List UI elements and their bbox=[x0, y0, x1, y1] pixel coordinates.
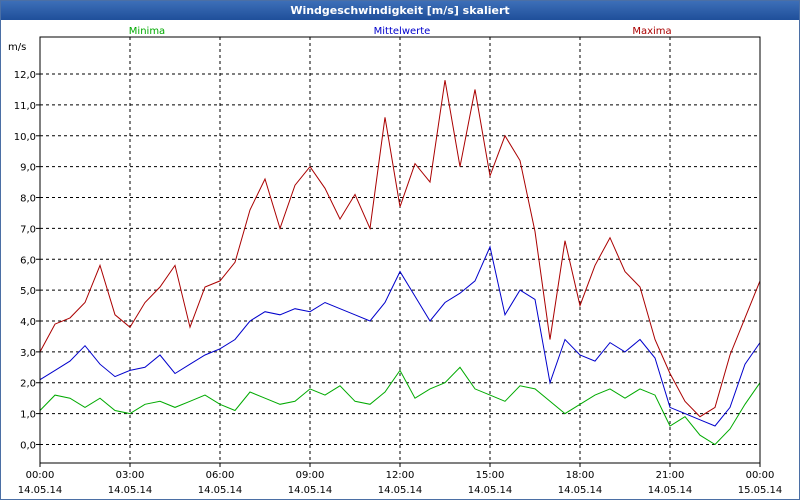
series-line-minima bbox=[39, 366, 761, 446]
y-tick-label: 9,0 bbox=[20, 163, 36, 174]
legend-minima: Minima bbox=[129, 26, 165, 37]
x-tick-date: 14.05.14 bbox=[288, 485, 333, 496]
x-tick-date: 14.05.14 bbox=[558, 485, 603, 496]
y-tick-label: 0,0 bbox=[20, 440, 36, 451]
y-axis-unit: m/s bbox=[8, 42, 26, 53]
y-tick-label: 4,0 bbox=[20, 317, 36, 328]
y-tick-label: 3,0 bbox=[20, 348, 36, 359]
x-tick-date: 14.05.14 bbox=[378, 485, 423, 496]
y-tick-label: 6,0 bbox=[20, 255, 36, 266]
x-tick-time: 06:00 bbox=[206, 470, 235, 481]
y-tick-label: 5,0 bbox=[20, 286, 36, 297]
y-tick-label: 8,0 bbox=[20, 194, 36, 205]
x-tick-time: 03:00 bbox=[116, 470, 145, 481]
series-line-maxima bbox=[39, 80, 761, 418]
series-lines bbox=[39, 80, 761, 446]
x-tick-date: 14.05.14 bbox=[468, 485, 513, 496]
y-tick-label: 12,0 bbox=[14, 70, 36, 81]
x-tick-time: 18:00 bbox=[566, 470, 595, 481]
legend-maxima: Maxima bbox=[632, 26, 671, 37]
x-tick-date: 14.05.14 bbox=[18, 485, 63, 496]
y-tick-label: 7,0 bbox=[20, 224, 36, 235]
series-line-mittelwerte bbox=[39, 245, 761, 427]
x-tick-time: 00:00 bbox=[26, 470, 55, 481]
x-tick-date: 15.05.14 bbox=[738, 485, 783, 496]
grid bbox=[40, 37, 760, 463]
x-tick-time: 00:00 bbox=[746, 470, 775, 481]
x-tick-date: 14.05.14 bbox=[648, 485, 693, 496]
y-tick-label: 11,0 bbox=[14, 101, 36, 112]
window-title: Windgeschwindigkeit [m/s] skaliert bbox=[1, 1, 799, 20]
x-tick-time: 12:00 bbox=[386, 470, 415, 481]
x-tick-date: 14.05.14 bbox=[198, 485, 243, 496]
plot-border bbox=[39, 36, 761, 464]
x-tick-time: 15:00 bbox=[476, 470, 505, 481]
y-tick-label: 10,0 bbox=[14, 132, 36, 143]
y-tick-label: 1,0 bbox=[20, 410, 36, 421]
y-tick-label: 2,0 bbox=[20, 379, 36, 390]
x-axis: 00:00 14.05.14 03:00 14.05.14 06:00 14.05.14 0… bbox=[18, 463, 783, 496]
x-tick-time: 09:00 bbox=[296, 470, 325, 481]
x-tick-time: 21:00 bbox=[656, 470, 685, 481]
y-axis: 0,0 1,0 2,0 3,0 4,0 5,0 6,0 7,0 8,0 9,0 10,0 11,0 12… bbox=[14, 70, 40, 451]
x-tick-date: 14.05.14 bbox=[108, 485, 153, 496]
legend-mittelwerte: Mittelwerte bbox=[374, 26, 431, 37]
legend: Minima Mittelwerte Maxima bbox=[129, 26, 672, 37]
